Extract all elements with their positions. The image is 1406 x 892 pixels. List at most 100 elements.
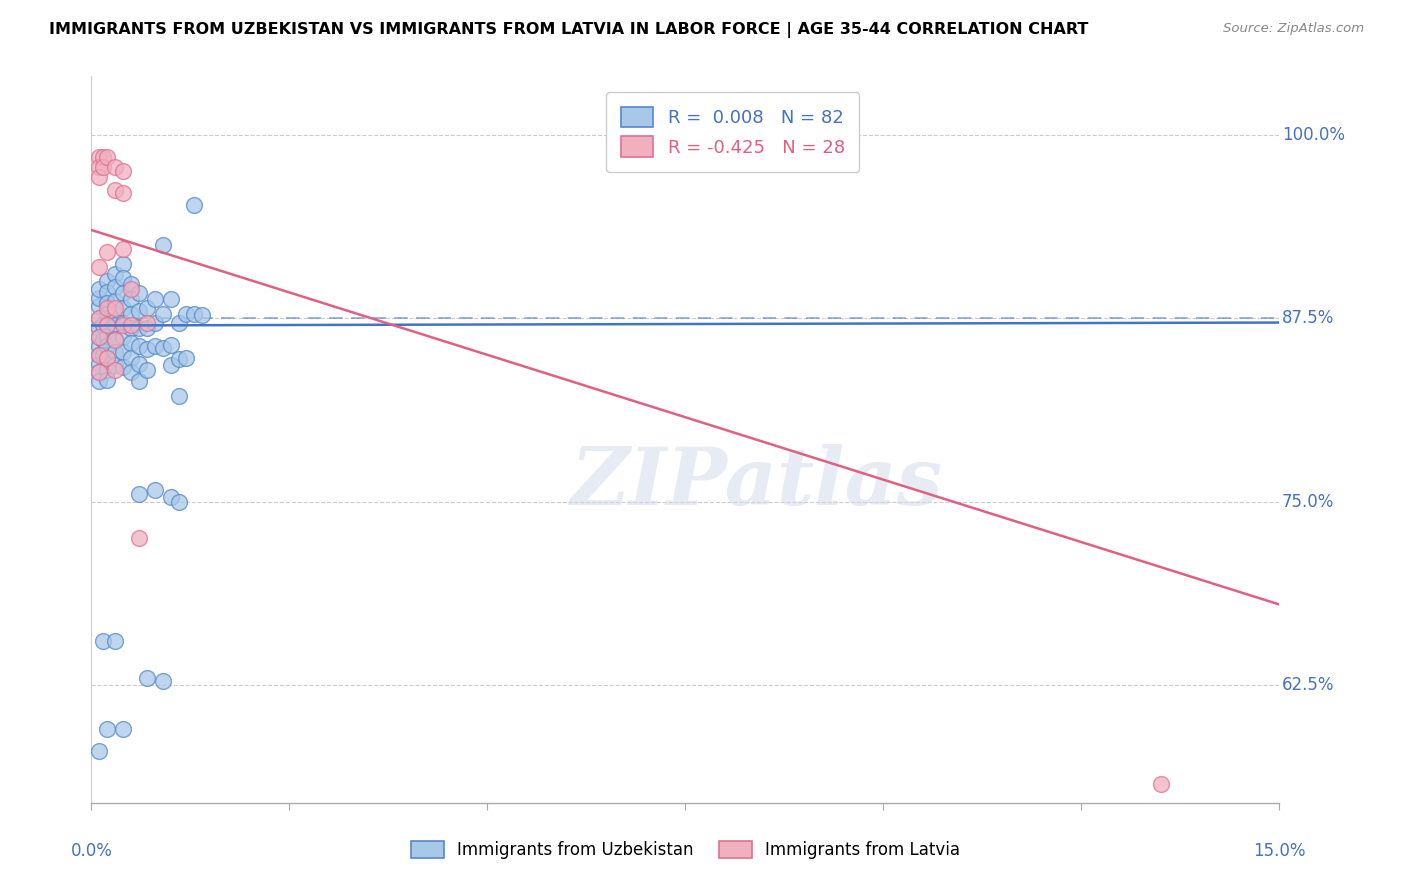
Text: IMMIGRANTS FROM UZBEKISTAN VS IMMIGRANTS FROM LATVIA IN LABOR FORCE | AGE 35-44 : IMMIGRANTS FROM UZBEKISTAN VS IMMIGRANTS…	[49, 22, 1088, 38]
Point	[152, 307, 174, 321]
Text: 0.0%: 0.0%	[70, 842, 112, 860]
Point	[120, 366, 142, 380]
Point	[96, 318, 118, 333]
Point	[96, 351, 118, 365]
Point	[112, 723, 135, 737]
Point	[183, 198, 205, 212]
Legend: R =  0.008   N = 82, R = -0.425   N = 28: R = 0.008 N = 82, R = -0.425 N = 28	[606, 92, 859, 172]
Point	[91, 160, 114, 174]
Point	[104, 333, 127, 347]
Point	[89, 339, 111, 353]
Point	[89, 291, 111, 305]
Point	[120, 307, 142, 321]
Point	[104, 345, 127, 359]
Point	[104, 267, 127, 281]
Point	[89, 357, 111, 371]
Point	[96, 317, 118, 331]
Point	[89, 311, 111, 326]
Point	[96, 307, 118, 321]
Text: 87.5%: 87.5%	[1282, 310, 1334, 327]
Text: 100.0%: 100.0%	[1282, 126, 1344, 144]
Point	[128, 286, 150, 301]
Point	[112, 286, 135, 301]
Point	[128, 303, 150, 318]
Point	[191, 308, 214, 322]
Point	[104, 183, 127, 197]
Point	[167, 389, 190, 403]
Point	[91, 634, 114, 648]
Point	[167, 316, 190, 330]
Point	[167, 494, 190, 508]
Point	[104, 293, 127, 308]
Point	[91, 318, 114, 333]
Point	[89, 150, 111, 164]
Point	[89, 321, 111, 335]
Point	[89, 311, 111, 326]
Point	[96, 339, 118, 353]
Point	[96, 373, 118, 387]
Point	[104, 307, 127, 321]
Point	[112, 318, 135, 333]
Point	[89, 374, 111, 388]
Point	[104, 280, 127, 294]
Point	[120, 282, 142, 296]
Point	[128, 374, 150, 388]
Point	[112, 242, 135, 256]
Point	[104, 634, 127, 648]
Point	[91, 333, 114, 347]
Point	[183, 307, 205, 321]
Point	[89, 282, 111, 296]
Point	[176, 307, 198, 321]
Point	[104, 358, 127, 372]
Point	[91, 150, 114, 164]
Point	[112, 257, 135, 271]
Point	[96, 723, 118, 737]
Point	[91, 348, 114, 362]
Point	[152, 673, 174, 688]
Text: ZIPatlas: ZIPatlas	[571, 444, 943, 522]
Text: 75.0%: 75.0%	[1282, 492, 1334, 511]
Point	[159, 292, 181, 306]
Point	[159, 358, 181, 372]
Point	[96, 362, 118, 376]
Point	[135, 321, 157, 335]
Point	[135, 342, 157, 356]
Point	[176, 351, 198, 365]
Point	[96, 150, 118, 164]
Point	[96, 296, 118, 310]
Point	[89, 366, 111, 380]
Point	[96, 285, 118, 299]
Point	[120, 292, 142, 306]
Point	[89, 170, 111, 185]
Text: Source: ZipAtlas.com: Source: ZipAtlas.com	[1223, 22, 1364, 36]
Point	[112, 186, 135, 201]
Point	[96, 328, 118, 343]
Point	[143, 292, 166, 306]
Point	[89, 160, 111, 174]
Point	[112, 164, 135, 178]
Point	[159, 337, 181, 351]
Point	[89, 330, 111, 344]
Point	[167, 352, 190, 367]
Point	[135, 316, 157, 330]
Point	[104, 362, 127, 376]
Point	[96, 351, 118, 365]
Text: 62.5%: 62.5%	[1282, 676, 1334, 694]
Point	[143, 483, 166, 497]
Point	[96, 275, 118, 289]
Point	[120, 321, 142, 335]
Point	[143, 339, 166, 353]
Point	[104, 160, 127, 174]
Point	[112, 330, 135, 344]
Point	[112, 359, 135, 374]
Point	[89, 366, 111, 380]
Point	[104, 318, 127, 333]
Point	[159, 491, 181, 505]
Point	[89, 260, 111, 274]
Point	[128, 532, 150, 546]
Text: 15.0%: 15.0%	[1253, 842, 1306, 860]
Point	[152, 341, 174, 355]
Point	[1150, 777, 1173, 791]
Point	[143, 316, 166, 330]
Point	[112, 301, 135, 315]
